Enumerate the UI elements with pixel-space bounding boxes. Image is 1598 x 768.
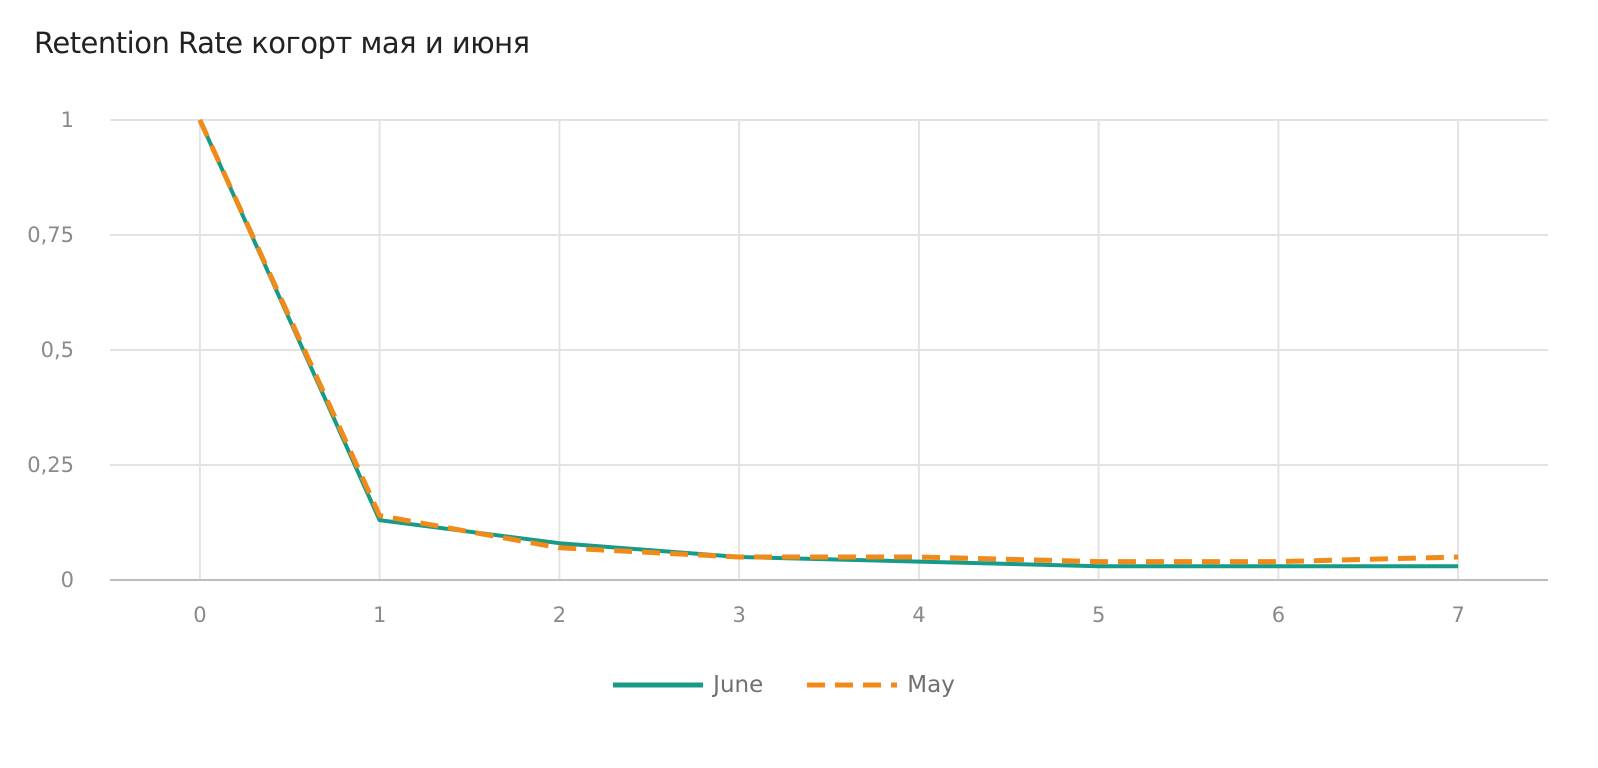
- legend: June May: [0, 672, 1568, 698]
- x-tick-label: 4: [912, 603, 925, 627]
- chart-plot: 0 0,25 0,5 0,75 1 0 1 2 3 4 5 6 7: [27, 108, 1548, 627]
- x-tick-label: 1: [373, 603, 386, 627]
- y-tick-label: 1: [61, 108, 74, 132]
- x-tick-label: 6: [1272, 603, 1285, 627]
- axes: 0 0,25 0,5 0,75 1 0 1 2 3 4 5 6 7: [27, 108, 1548, 627]
- legend-swatch-june: [613, 682, 704, 688]
- y-tick-label: 0,5: [41, 338, 74, 362]
- x-tick-label: 0: [193, 603, 206, 627]
- y-tick-label: 0,75: [27, 223, 74, 247]
- grid: [110, 119, 1548, 580]
- legend-swatch-may: [807, 682, 898, 688]
- x-tick-label: 3: [732, 603, 745, 627]
- legend-item-may[interactable]: May: [807, 672, 955, 698]
- series-line-june: [198, 119, 1459, 569]
- series-line-may: [197, 118, 1459, 565]
- x-tick-label: 5: [1092, 603, 1105, 627]
- series-lines: [197, 118, 1459, 569]
- legend-label-may: May: [907, 672, 955, 698]
- legend-item-june[interactable]: June: [613, 672, 763, 698]
- y-tick-label: 0: [61, 568, 74, 592]
- x-tick-label: 2: [553, 603, 566, 627]
- chart-title: Retention Rate когорт мая и июня: [34, 26, 530, 60]
- x-tick-label: 7: [1451, 603, 1464, 627]
- legend-label-june: June: [713, 672, 764, 698]
- y-tick-label: 0,25: [27, 453, 74, 477]
